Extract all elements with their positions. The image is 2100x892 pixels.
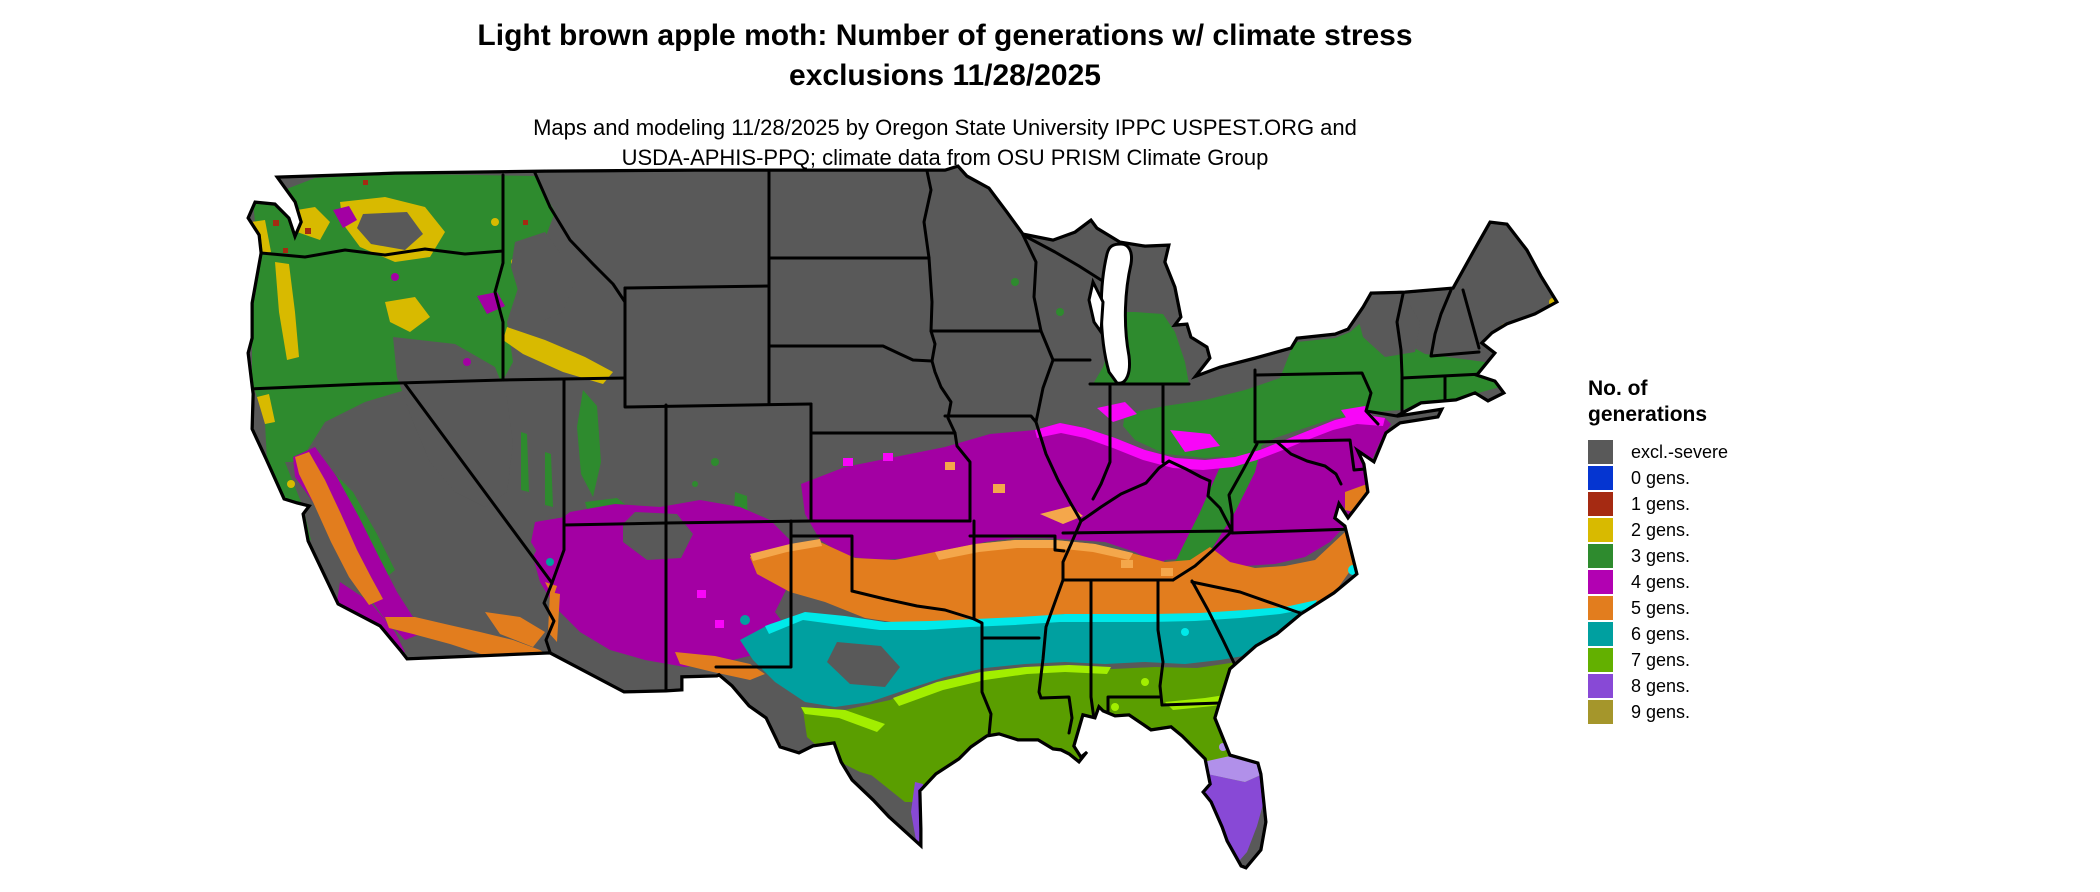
legend-item-2: 1 gens. bbox=[1588, 491, 1848, 517]
region-excl-patch-texas bbox=[827, 642, 900, 687]
page-header: Light brown apple moth: Number of genera… bbox=[0, 16, 1890, 173]
legend-item-3: 2 gens. bbox=[1588, 517, 1848, 543]
legend-swatch-icon bbox=[1588, 465, 1613, 490]
legend-item-9: 8 gens. bbox=[1588, 673, 1848, 699]
region-excl-patches-northeast bbox=[1357, 297, 1420, 357]
legend-label: 4 gens. bbox=[1631, 571, 1691, 592]
legend-title-line1: No. of bbox=[1588, 377, 1648, 400]
legend-label: 1 gens. bbox=[1631, 493, 1691, 514]
legend-item-0: excl.-severe bbox=[1588, 439, 1848, 465]
map-legend: No. of generations excl.-severe 0 gens. 1 … bbox=[1588, 376, 1848, 725]
legend-title: No. of generations bbox=[1588, 376, 1848, 429]
legend-swatch-icon bbox=[1588, 543, 1613, 568]
lake-michigan bbox=[1087, 242, 1133, 385]
legend-label: excl.-severe bbox=[1631, 441, 1729, 462]
legend-label: 5 gens. bbox=[1631, 597, 1691, 618]
legend-label: 7 gens. bbox=[1631, 649, 1691, 670]
legend-items: excl.-severe 0 gens. 1 gens. 2 gens. 3 gens.… bbox=[1588, 439, 1848, 725]
region-4-gens-fringe bbox=[697, 402, 1385, 628]
legend-item-6: 5 gens. bbox=[1588, 595, 1848, 621]
legend-item-4: 3 gens. bbox=[1588, 543, 1848, 569]
legend-swatch-icon bbox=[1588, 699, 1613, 724]
map-subtitle-line1: Maps and modeling 11/28/2025 by Oregon S… bbox=[533, 115, 1357, 141]
region-4-gens-band bbox=[801, 414, 1391, 566]
legend-item-5: 4 gens. bbox=[1588, 569, 1848, 595]
legend-swatch-icon bbox=[1588, 673, 1613, 698]
region-5-gens-fringe bbox=[750, 462, 1173, 576]
legend-swatch-icon bbox=[1588, 517, 1613, 542]
legend-label: 8 gens. bbox=[1631, 675, 1691, 696]
map-subtitle-line2: USDA-APHIS-PPQ; climate data from OSU PR… bbox=[621, 144, 1269, 170]
legend-swatch-icon bbox=[1588, 491, 1613, 516]
us-map-svg bbox=[246, 164, 1559, 885]
map-subtitle: Maps and modeling 11/28/2025 by Oregon S… bbox=[0, 113, 1890, 172]
legend-item-8: 7 gens. bbox=[1588, 647, 1848, 673]
legend-label: 9 gens. bbox=[1631, 701, 1691, 722]
state-borders bbox=[248, 168, 1485, 737]
legend-label: 3 gens. bbox=[1631, 545, 1691, 566]
legend-title-line2: generations bbox=[1588, 403, 1708, 427]
legend-swatch-icon bbox=[1588, 621, 1613, 646]
legend-swatch-icon bbox=[1588, 595, 1613, 620]
legend-swatch-icon bbox=[1588, 439, 1613, 464]
legend-label: 0 gens. bbox=[1631, 467, 1691, 488]
legend-swatch-icon bbox=[1588, 647, 1613, 672]
legend-item-10: 9 gens. bbox=[1588, 699, 1848, 725]
map-title-line1: Light brown apple moth: Number of genera… bbox=[477, 19, 1413, 52]
us-generations-map bbox=[245, 162, 1561, 890]
region-9-gens bbox=[1168, 868, 1241, 885]
legend-item-7: 6 gens. bbox=[1588, 621, 1848, 647]
legend-label: 6 gens. bbox=[1631, 623, 1691, 644]
map-title-line2: exclusions 11/28/2025 bbox=[789, 58, 1101, 92]
region-8-gens bbox=[911, 774, 1267, 868]
legend-item-1: 0 gens. bbox=[1588, 465, 1848, 491]
legend-label: 2 gens. bbox=[1631, 519, 1691, 540]
legend-swatch-icon bbox=[1588, 569, 1613, 594]
